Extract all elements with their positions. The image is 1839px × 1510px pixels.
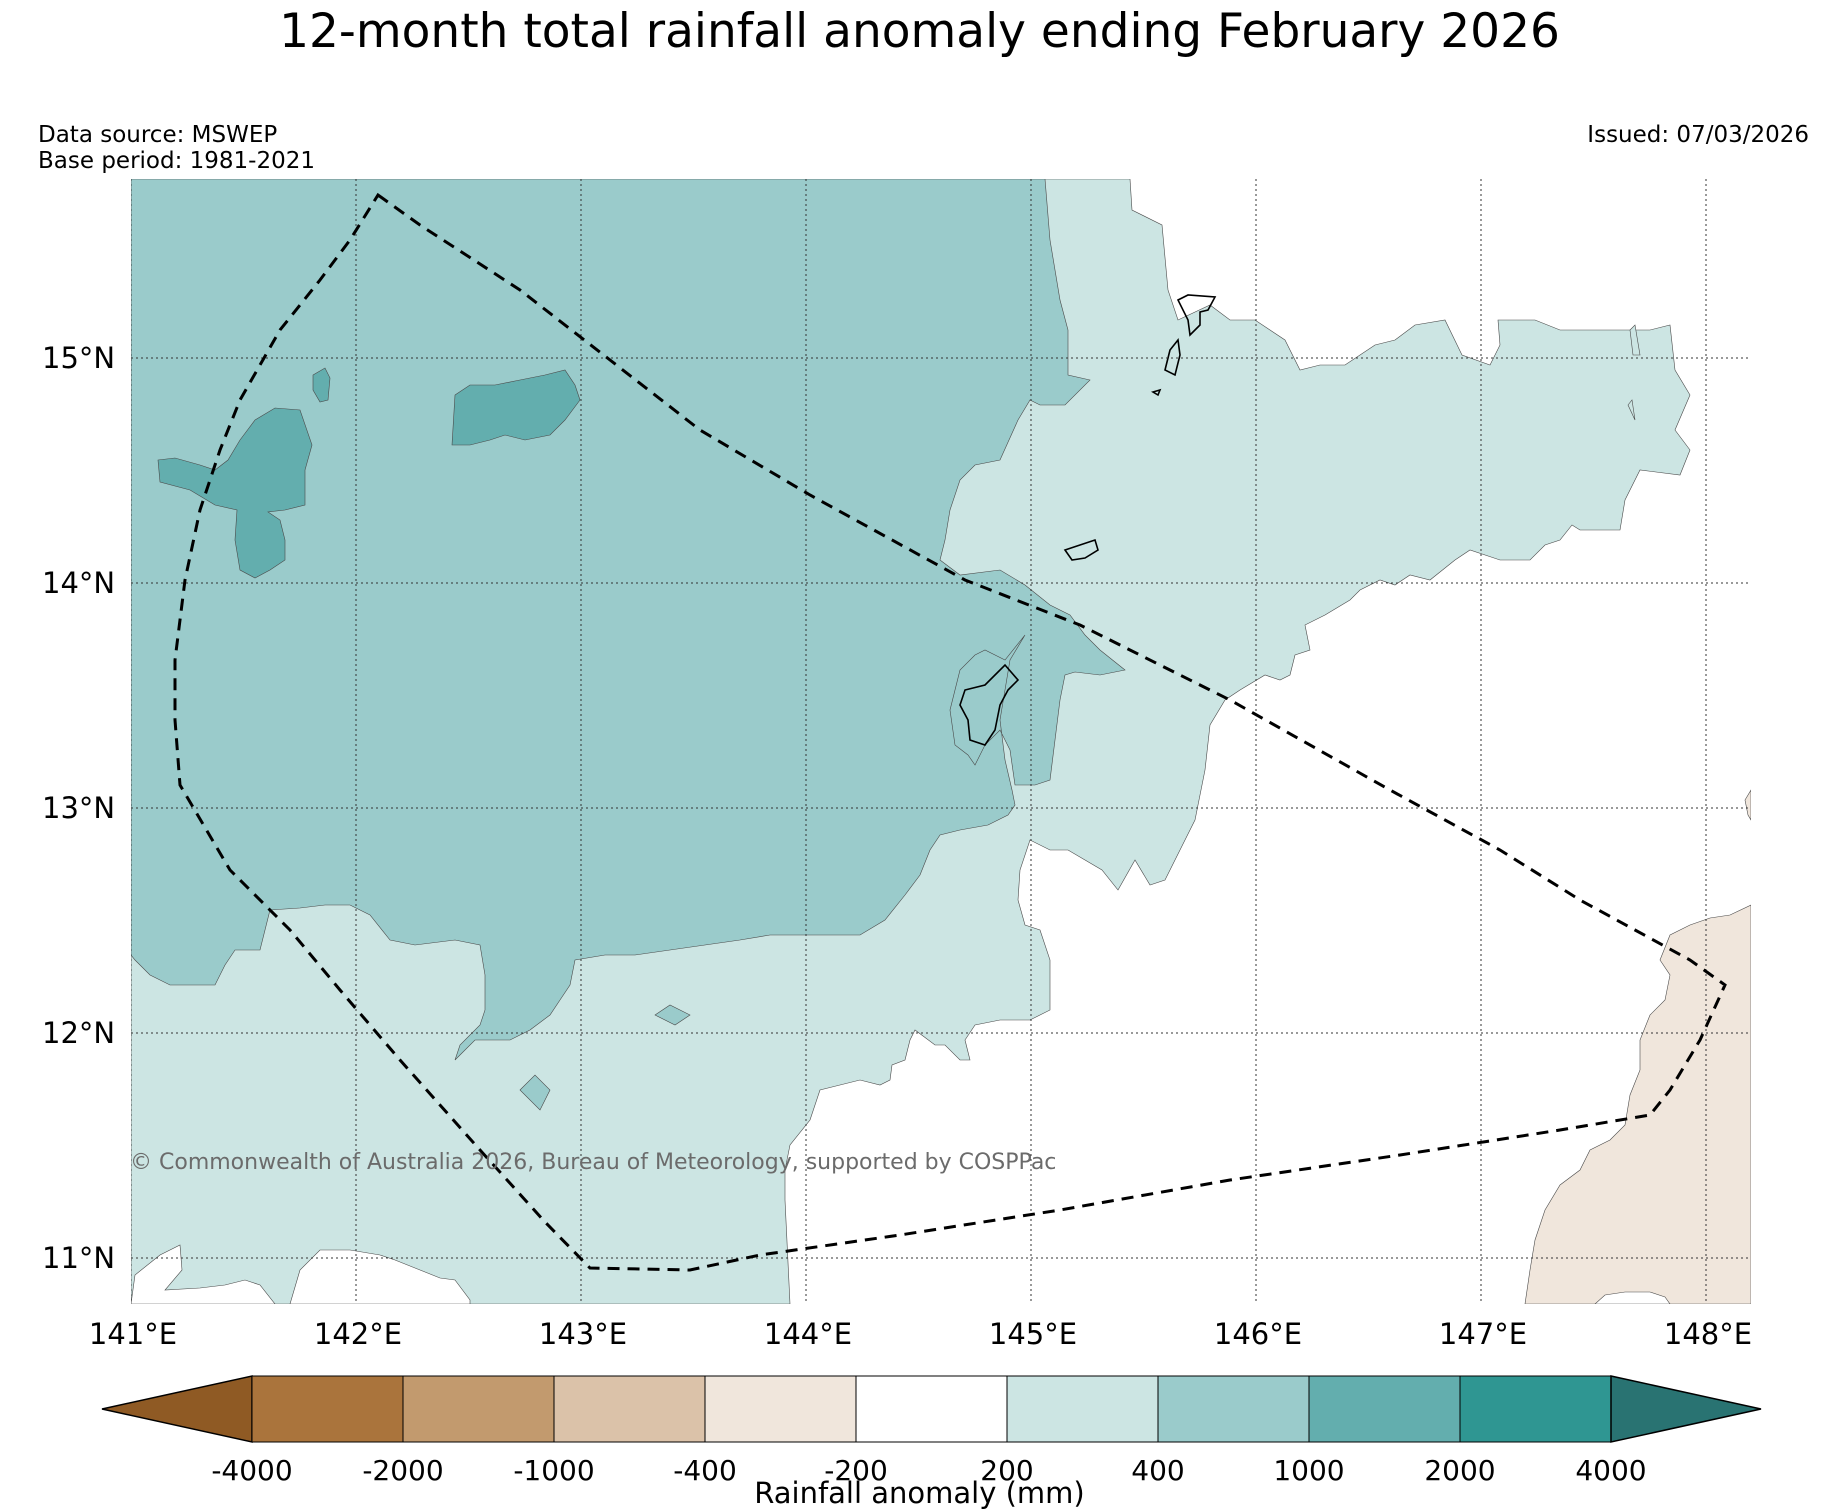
colorbar-tick-label: 400 <box>1131 1454 1184 1487</box>
anomaly-patch-south <box>519 1004 691 1111</box>
lon-label-144E: 144°E <box>764 1317 852 1351</box>
map-area <box>131 179 1751 1304</box>
lon-label-143E: 143°E <box>539 1317 627 1351</box>
base-period-label: Base period: 1981-2021 <box>38 148 316 174</box>
map-title: 12-month total rainfall anomaly ending F… <box>279 4 1560 59</box>
anomaly-region-1000-2000-west <box>157 407 313 579</box>
colorbar-arrow-low <box>101 1375 253 1443</box>
lon-label-142E: 142°E <box>314 1317 402 1351</box>
colorbar-segment <box>1157 1375 1310 1443</box>
anomaly-region-neg-400-200 <box>1524 904 1751 1304</box>
lon-label-146E: 146°E <box>1214 1317 1302 1351</box>
colorbar-tick-label: -4000 <box>211 1454 292 1487</box>
eez-boundary-dashed <box>173 192 1727 1272</box>
anomaly-region-neg-edge <box>1744 789 1751 821</box>
colorbar-tick-label: 4000 <box>1575 1454 1646 1487</box>
anomaly-hole-bottom-left <box>131 1244 276 1304</box>
colorbar-tick-label: 1000 <box>1273 1454 1344 1487</box>
anomaly-hole-bottom-middle <box>289 1249 471 1304</box>
colorbar-segment <box>855 1375 1008 1443</box>
colorbar-tick-label: 200 <box>980 1454 1033 1487</box>
colorbar-tick-label: -1000 <box>513 1454 594 1487</box>
lon-label-141E: 141°E <box>89 1317 177 1351</box>
colorbar-tick-label: -200 <box>824 1454 888 1487</box>
colorbar-tick-label: -400 <box>673 1454 737 1487</box>
colorbar-tick-label: -2000 <box>362 1454 443 1487</box>
anomaly-sliver-ne <box>1627 324 1641 421</box>
anomaly-hole-se <box>1594 1291 1671 1304</box>
island-outline-north-2 <box>1164 338 1181 377</box>
island-outline-small <box>1063 388 1162 561</box>
colorbar-segment <box>1308 1375 1461 1443</box>
colorbar-arrow-high <box>1610 1375 1762 1443</box>
lat-label-15N: 15°N <box>42 341 115 375</box>
lat-label-14N: 14°N <box>42 566 115 600</box>
anomaly-region-1000-2000-small <box>312 367 331 403</box>
issued-date-label: Issued: 07/03/2026 <box>1587 122 1809 148</box>
colorbar-segment <box>1006 1375 1159 1443</box>
colorbar-segment <box>704 1375 857 1443</box>
island-outline-north-1 <box>1176 294 1217 337</box>
island-outline-rota <box>959 663 1020 746</box>
colorbar-title: Rainfall anomaly (mm) <box>754 1476 1085 1510</box>
colorbar-segment <box>402 1375 555 1443</box>
anomaly-region-1000-2000-center <box>451 369 581 446</box>
lon-label-145E: 145°E <box>989 1317 1077 1351</box>
anomaly-region-400-1000 <box>131 179 1126 1061</box>
gridlines <box>131 179 1751 1304</box>
colorbar-segment <box>251 1375 404 1443</box>
copyright-notice: © Commonwealth of Australia 2026, Bureau… <box>130 1150 1057 1175</box>
lon-label-148E: 148°E <box>1664 1317 1752 1351</box>
lat-label-12N: 12°N <box>42 1016 115 1050</box>
lon-label-147E: 147°E <box>1439 1317 1527 1351</box>
lat-label-13N: 13°N <box>42 791 115 825</box>
colorbar-segment <box>1459 1375 1612 1443</box>
data-source-label: Data source: MSWEP <box>38 122 278 148</box>
lat-label-11N: 11°N <box>42 1241 115 1275</box>
colorbar-tick-label: 2000 <box>1424 1454 1495 1487</box>
colorbar: -4000 -2000 -1000 -400 -200 200 400 1000 2000 400… <box>101 1375 1762 1487</box>
colorbar-segment <box>553 1375 706 1443</box>
